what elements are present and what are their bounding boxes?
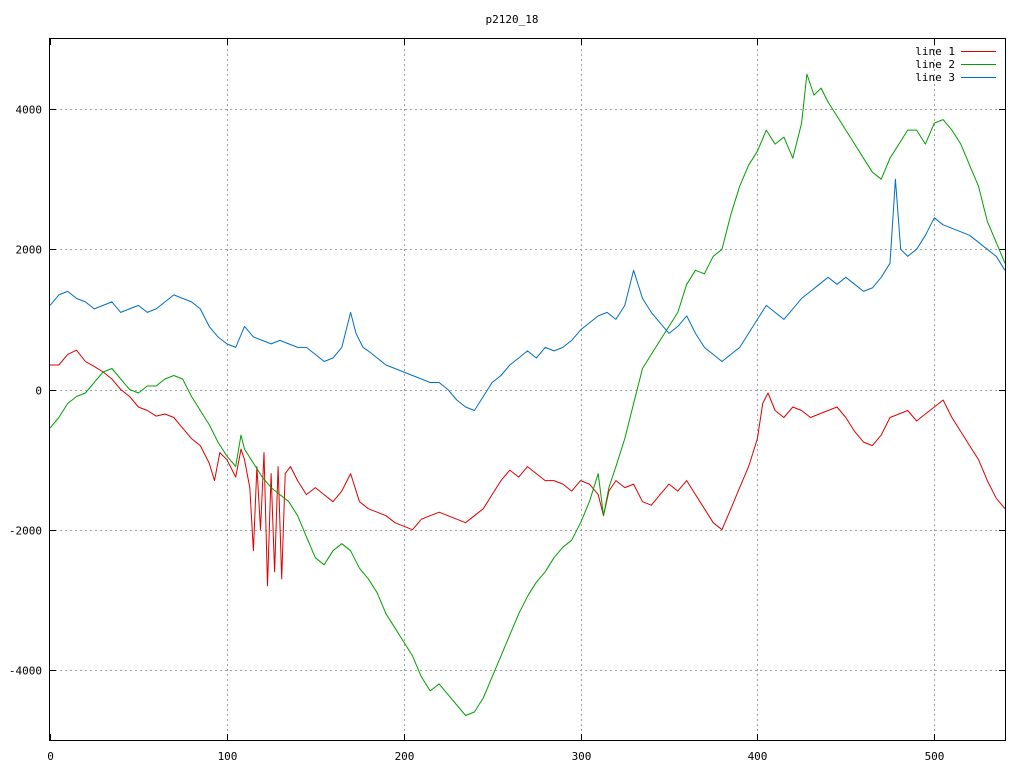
y-tick-label: 2000: [16, 244, 43, 257]
y-tick-label: -4000: [9, 665, 42, 678]
x-tick-label: 0: [47, 750, 54, 763]
x-tick-label: 300: [572, 750, 592, 763]
legend-label-3: line 3: [915, 71, 955, 84]
chart-title: p2120_18: [486, 13, 539, 26]
series-line-3: [49, 178, 1006, 411]
x-tick-label: 200: [395, 750, 415, 763]
x-tick-label: 500: [925, 750, 945, 763]
series-line-2: [49, 73, 1006, 716]
series-line-1: [50, 349, 1006, 587]
x-tick-label: 400: [748, 750, 768, 763]
legend-label-1: line 1: [915, 45, 955, 58]
axis-ticks: [50, 39, 1005, 740]
grid: [50, 39, 1005, 740]
x-tick-label: 100: [218, 750, 238, 763]
y-tick-label: 4000: [16, 104, 43, 117]
plot-frame: [49, 38, 1006, 741]
y-tick-label: 0: [35, 385, 42, 398]
axis-tick-labels: 0 100 200 300 400 500 -4000 -2000 0 2000 4000: [9, 104, 945, 764]
plot-series: [49, 73, 1006, 716]
legend-label-2: line 2: [915, 58, 955, 71]
y-tick-label: -2000: [9, 525, 42, 538]
